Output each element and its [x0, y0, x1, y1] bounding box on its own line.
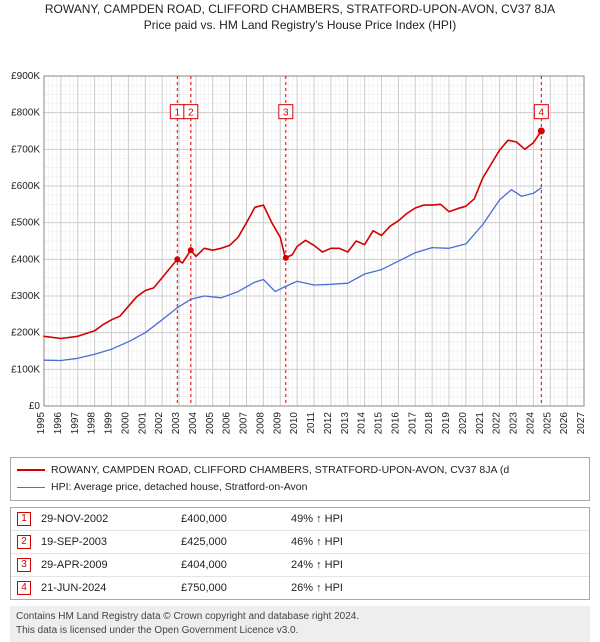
svg-text:2021: 2021 [475, 412, 486, 435]
footer-line2: This data is licensed under the Open Gov… [16, 624, 584, 638]
svg-text:2005: 2005 [205, 412, 216, 435]
event-price: £750,000 [181, 582, 281, 594]
svg-text:2016: 2016 [390, 412, 401, 435]
svg-text:2010: 2010 [289, 412, 300, 435]
svg-text:1996: 1996 [53, 412, 64, 435]
legend-row: HPI: Average price, detached house, Stra… [17, 479, 583, 496]
event-price: £425,000 [181, 536, 281, 548]
legend-swatch [17, 487, 45, 488]
svg-text:2015: 2015 [374, 412, 385, 435]
price-chart: £0 £100K £200K £300K £400K £500K £600K £700K £80… [0, 32, 600, 448]
titles: ROWANY, CAMPDEN ROAD, CLIFFORD CHAMBERS,… [0, 0, 600, 32]
svg-text:2026: 2026 [559, 412, 570, 435]
legend-swatch [17, 469, 45, 471]
event-date: 19-SEP-2003 [41, 536, 171, 548]
svg-text:2008: 2008 [255, 412, 266, 435]
footer-line1: Contains HM Land Registry data © Crown c… [16, 610, 584, 624]
event-date: 29-APR-2009 [41, 559, 171, 571]
svg-text:2024: 2024 [525, 412, 536, 435]
svg-text:2023: 2023 [509, 412, 520, 435]
events-table: 1 29-NOV-2002 £400,000 49% ↑ HPI 2 19-SEP-200… [10, 507, 590, 600]
svg-text:2018: 2018 [424, 412, 435, 435]
event-marker: 4 [17, 581, 31, 595]
event-delta: 26% ↑ HPI [291, 582, 583, 594]
svg-text:£300K: £300K [11, 291, 40, 302]
svg-text:3: 3 [283, 108, 289, 119]
svg-text:£400K: £400K [11, 254, 40, 265]
svg-text:£900K: £900K [11, 71, 40, 82]
event-marker: 1 [17, 512, 31, 526]
svg-text:2022: 2022 [492, 412, 503, 435]
svg-text:1999: 1999 [104, 412, 115, 435]
svg-text:2013: 2013 [340, 412, 351, 435]
title-main: ROWANY, CAMPDEN ROAD, CLIFFORD CHAMBERS,… [0, 2, 600, 16]
svg-text:£600K: £600K [11, 181, 40, 192]
event-delta: 24% ↑ HPI [291, 559, 583, 571]
svg-text:1997: 1997 [70, 412, 81, 435]
svg-text:2007: 2007 [239, 412, 250, 435]
svg-text:2025: 2025 [542, 412, 553, 435]
event-price: £404,000 [181, 559, 281, 571]
table-row: 3 29-APR-2009 £404,000 24% ↑ HPI [11, 553, 589, 576]
svg-text:2004: 2004 [188, 412, 199, 435]
svg-text:2011: 2011 [306, 412, 317, 434]
svg-text:2012: 2012 [323, 412, 334, 435]
svg-text:1995: 1995 [36, 412, 47, 435]
table-row: 1 29-NOV-2002 £400,000 49% ↑ HPI [11, 508, 589, 530]
svg-text:2006: 2006 [222, 412, 233, 435]
event-delta: 49% ↑ HPI [291, 513, 583, 525]
table-row: 4 21-JUN-2024 £750,000 26% ↑ HPI [11, 576, 589, 599]
svg-text:2000: 2000 [120, 412, 131, 435]
event-date: 21-JUN-2024 [41, 582, 171, 594]
svg-text:1: 1 [175, 108, 181, 119]
event-price: £400,000 [181, 513, 281, 525]
svg-text:2003: 2003 [171, 412, 182, 435]
svg-text:2020: 2020 [458, 412, 469, 435]
svg-text:2017: 2017 [407, 412, 418, 435]
svg-text:2027: 2027 [576, 412, 587, 435]
svg-text:2019: 2019 [441, 412, 452, 435]
svg-text:£200K: £200K [11, 328, 40, 339]
svg-text:2014: 2014 [357, 412, 368, 435]
event-marker: 3 [17, 558, 31, 572]
legend-label: ROWANY, CAMPDEN ROAD, CLIFFORD CHAMBERS,… [51, 462, 509, 479]
legend-label: HPI: Average price, detached house, Stra… [51, 479, 307, 496]
svg-text:£0: £0 [29, 401, 41, 412]
svg-text:2001: 2001 [137, 412, 148, 435]
footer: Contains HM Land Registry data © Crown c… [10, 606, 590, 642]
svg-text:2: 2 [188, 108, 194, 119]
event-delta: 46% ↑ HPI [291, 536, 583, 548]
svg-text:2009: 2009 [272, 412, 283, 435]
event-marker: 2 [17, 535, 31, 549]
subtitle: Price paid vs. HM Land Registry's House … [0, 18, 600, 32]
svg-text:£800K: £800K [11, 108, 40, 119]
svg-text:£100K: £100K [11, 364, 40, 375]
legend-row: ROWANY, CAMPDEN ROAD, CLIFFORD CHAMBERS,… [17, 462, 583, 479]
chart-container: ROWANY, CAMPDEN ROAD, CLIFFORD CHAMBERS,… [0, 0, 600, 642]
svg-text:4: 4 [539, 108, 545, 119]
svg-text:£700K: £700K [11, 144, 40, 155]
event-date: 29-NOV-2002 [41, 513, 171, 525]
svg-text:1998: 1998 [87, 412, 98, 435]
svg-text:2002: 2002 [154, 412, 165, 435]
svg-text:£500K: £500K [11, 218, 40, 229]
table-row: 2 19-SEP-2003 £425,000 46% ↑ HPI [11, 530, 589, 553]
legend: ROWANY, CAMPDEN ROAD, CLIFFORD CHAMBERS,… [10, 457, 590, 501]
